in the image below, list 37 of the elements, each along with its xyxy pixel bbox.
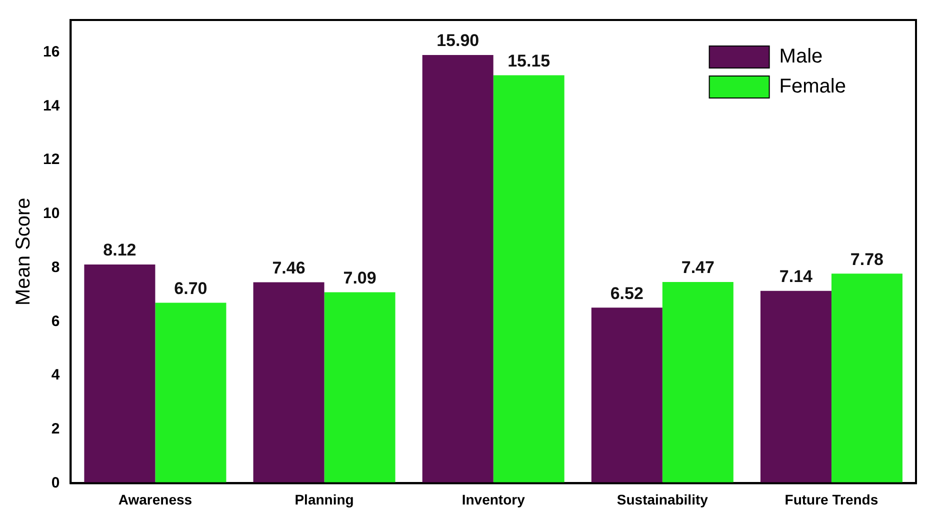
data-label: 7.47: [681, 258, 714, 278]
y-tick-label: 14: [42, 97, 60, 114]
bar: [493, 75, 564, 484]
bar: [84, 264, 156, 484]
bar: [662, 282, 734, 484]
data-label: 15.15: [508, 51, 550, 70]
bar: [422, 55, 494, 484]
data-label: 15.90: [436, 31, 480, 50]
legend-label: Female: [779, 76, 846, 98]
y-tick-label: 0: [51, 474, 60, 492]
x-tick-label: Awareness: [118, 491, 192, 508]
bar: [155, 302, 226, 484]
y-tick-label: 8: [51, 258, 60, 276]
y-tick-label: 2: [51, 420, 60, 438]
data-label: 8.12: [103, 240, 136, 260]
bar: [253, 282, 324, 484]
y-tick-label: 16: [42, 43, 60, 60]
data-label: 6.52: [610, 284, 644, 303]
y-tick-label: 10: [42, 205, 60, 222]
x-tick-label: Future Trends: [784, 491, 878, 508]
bar: [591, 308, 662, 484]
y-tick-label: 6: [51, 312, 60, 330]
data-label: 7.46: [272, 258, 306, 278]
data-label: 7.14: [779, 267, 814, 286]
data-label: 7.09: [343, 268, 376, 288]
x-tick-label: Inventory: [462, 491, 526, 508]
bar: [760, 290, 832, 484]
bar: [324, 292, 396, 484]
y-axis-title: Mean Score: [12, 198, 35, 306]
y-tick-label: 12: [42, 151, 60, 168]
data-label: 6.70: [174, 278, 208, 298]
data-label: 7.78: [850, 250, 884, 269]
y-tick-label: 4: [51, 366, 60, 384]
x-tick-label: Planning: [294, 491, 354, 508]
legend-label: Male: [779, 46, 823, 68]
bar: [831, 274, 902, 484]
x-tick-label: Sustainability: [616, 491, 708, 508]
